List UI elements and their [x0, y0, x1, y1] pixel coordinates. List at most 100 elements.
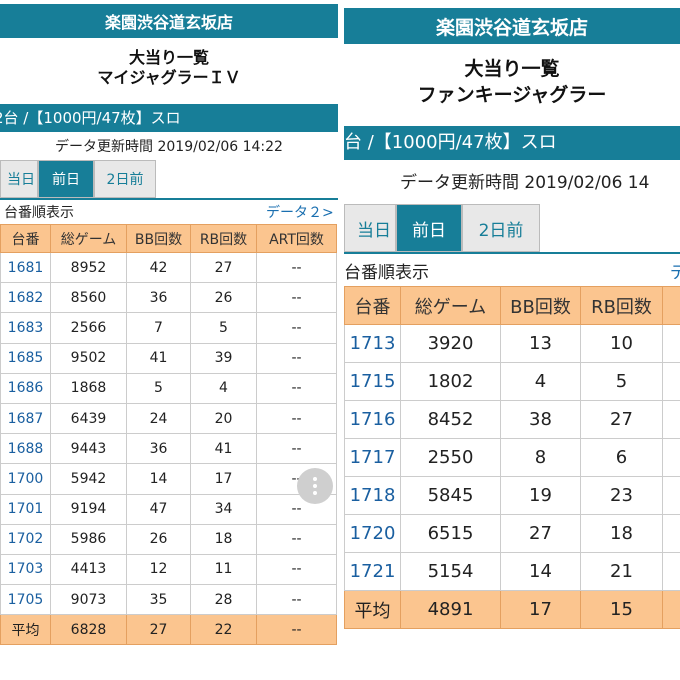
machine-no-cell[interactable]: 1688	[0, 433, 51, 465]
avg-art: --	[256, 614, 337, 646]
machine-no-cell[interactable]: 1681	[0, 251, 51, 284]
more-vertical-icon[interactable]	[297, 468, 333, 504]
art-cut-cell	[662, 476, 680, 515]
page-title: 大当り一覧 マイジャグラーＩＶ	[0, 38, 338, 104]
table-row: 1685 9502 41 39 --	[0, 342, 337, 374]
table-row: 1682 8560 36 26 --	[0, 282, 337, 314]
machine-no-cell[interactable]: 1700	[0, 463, 51, 495]
machine-no-cell[interactable]: 1705	[0, 584, 51, 616]
art-cut-cell	[662, 552, 680, 591]
total-games-cell: 8452	[400, 400, 501, 439]
total-games-cell: 1802	[400, 362, 501, 401]
machine-name: マイジャグラーＩＶ	[97, 68, 241, 87]
bb-count-cell: 12	[126, 553, 191, 586]
rb-count-cell: 26	[190, 282, 257, 314]
machine-name: ファンキージャグラー	[417, 84, 607, 106]
sort-label: 台番順表示	[344, 263, 429, 283]
table-row: 1721 5154 14 21	[344, 552, 680, 591]
bb-count-cell: 14	[500, 552, 581, 591]
machine-no-cell[interactable]: 1686	[0, 372, 51, 404]
rb-count-cell: 18	[580, 514, 663, 553]
art-count-cell: --	[256, 584, 337, 616]
machine-no-cell[interactable]: 1683	[0, 312, 51, 344]
bb-count-cell: 36	[126, 282, 191, 314]
machine-no-cell[interactable]: 1702	[0, 523, 51, 555]
total-games-cell: 6439	[50, 402, 127, 435]
rb-count-cell: 11	[190, 553, 257, 586]
tab-yesterday[interactable]: 前日	[396, 204, 462, 252]
day-tabs: 当日 前日 2日前	[344, 204, 680, 254]
bb-count-cell: 7	[126, 312, 191, 344]
machine-no-cell[interactable]: 1720	[344, 514, 401, 553]
next-data-link[interactable]: データ２>	[266, 205, 334, 221]
sort-row: 台番順表示 データ２>	[4, 202, 338, 224]
left-panel: 楽園渋谷道玄坂店 大当り一覧 マイジャグラーＩＶ 2台 /【1000円/47枚】…	[0, 0, 338, 680]
bb-count-cell: 5	[126, 372, 191, 404]
art-count-cell: --	[256, 553, 337, 586]
machine-no-cell[interactable]: 1701	[0, 493, 51, 525]
bb-count-cell: 36	[126, 433, 191, 465]
table-row: 1716 8452 38 27	[344, 400, 680, 439]
avg-art-cut	[662, 590, 680, 629]
table-row: 1688 9443 36 41 --	[0, 433, 337, 465]
art-cut-cell	[662, 362, 680, 401]
bb-count-cell: 41	[126, 342, 191, 374]
tab-yesterday[interactable]: 前日	[38, 160, 94, 198]
shop-name-bar: 楽園渋谷道玄坂店	[0, 4, 338, 38]
total-games-cell: 8560	[50, 282, 127, 314]
machine-no-cell[interactable]: 1716	[344, 400, 401, 439]
total-games-cell: 6515	[400, 514, 501, 553]
total-games-cell: 3920	[400, 324, 501, 363]
divider	[338, 0, 344, 680]
total-games-cell: 8952	[50, 251, 127, 284]
table-header-row: 台番 総ゲーム BB回数 RB回数 ART回数	[0, 224, 337, 253]
table-row: 1715 1802 4 5	[344, 362, 680, 401]
machine-no-cell[interactable]: 1685	[0, 342, 51, 374]
rb-count-cell: 21	[580, 552, 663, 591]
rb-count-cell: 20	[190, 402, 257, 435]
mode-text: 2台 /【1000円/47枚】スロ	[0, 109, 181, 127]
bb-count-cell: 26	[126, 523, 191, 555]
col-art-cut	[662, 286, 680, 325]
art-count-cell: --	[256, 342, 337, 374]
bb-count-cell: 47	[126, 493, 191, 525]
rb-count-cell: 41	[190, 433, 257, 465]
machine-no-cell[interactable]: 1718	[344, 476, 401, 515]
payout-table: 台番 総ゲーム BB回数 RB回数 1713 3920 13 10 1715 1802 4 5…	[344, 286, 680, 629]
tab-two-days-ago[interactable]: 2日前	[94, 160, 156, 198]
machine-no-cell[interactable]: 1715	[344, 362, 401, 401]
title-line1: 大当り一覧	[128, 48, 209, 67]
bb-count-cell: 24	[126, 402, 191, 435]
bb-count-cell: 13	[500, 324, 581, 363]
total-games-cell: 5154	[400, 552, 501, 591]
total-games-cell: 9073	[50, 584, 127, 616]
avg-bb: 27	[126, 614, 191, 646]
shop-name-bar: 楽園渋谷道玄坂店	[344, 8, 680, 44]
rb-count-cell: 4	[190, 372, 257, 404]
machine-no-cell[interactable]: 1687	[0, 402, 51, 435]
art-count-cell: --	[256, 282, 337, 314]
next-data-link[interactable]: デ	[670, 263, 680, 283]
art-count-cell: --	[256, 433, 337, 465]
total-games-cell: 2550	[400, 438, 501, 477]
machine-no-cell[interactable]: 1717	[344, 438, 401, 477]
tab-today[interactable]: 当日	[0, 160, 38, 198]
machine-no-cell[interactable]: 1721	[344, 552, 401, 591]
total-games-cell: 5845	[400, 476, 501, 515]
title-line1: 大当り一覧	[464, 58, 560, 80]
sort-row: 台番順表示 デ	[344, 260, 680, 286]
art-cut-cell	[662, 324, 680, 363]
shop-name: 楽園渋谷道玄坂店	[435, 16, 588, 39]
tab-two-days-ago[interactable]: 2日前	[462, 204, 540, 252]
machine-no-cell[interactable]: 1703	[0, 553, 51, 586]
col-machine-no: 台番	[0, 224, 51, 253]
avg-bb: 17	[500, 590, 581, 629]
avg-games: 6828	[50, 614, 127, 646]
machine-no-cell[interactable]: 1713	[344, 324, 401, 363]
update-time: データ更新時間 2019/02/06 14	[400, 173, 650, 193]
machine-no-cell[interactable]: 1682	[0, 282, 51, 314]
total-games-cell: 5986	[50, 523, 127, 555]
tab-today[interactable]: 当日	[344, 204, 396, 252]
rb-count-cell: 27	[580, 400, 663, 439]
art-count-cell: --	[256, 251, 337, 284]
